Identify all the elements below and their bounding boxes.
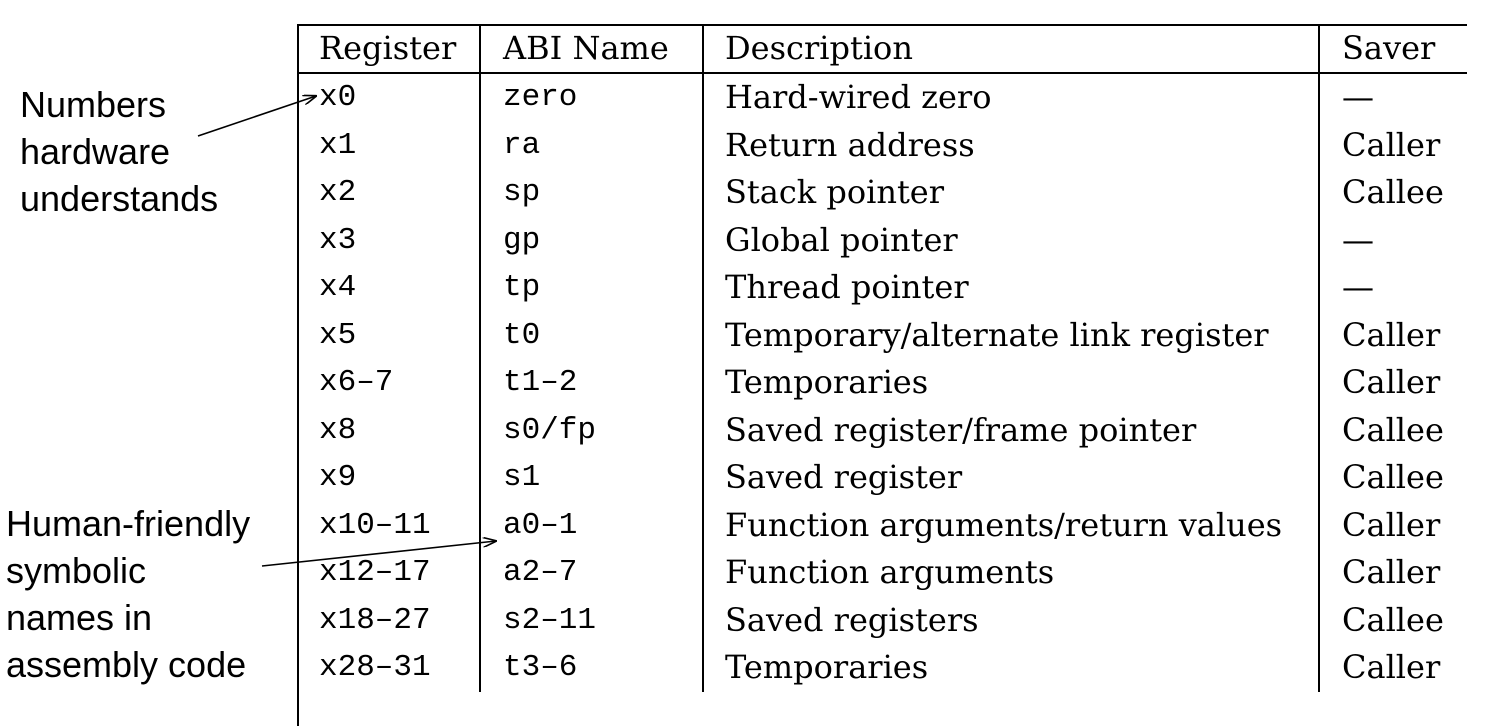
- cell-abi-name: a0–1: [479, 501, 703, 549]
- register-table: Register ABI Name Description Saver x0 ze…: [297, 24, 1467, 692]
- cell-description: Saved register/frame pointer: [702, 406, 1319, 454]
- table-row: x1 ra Return address Caller: [297, 121, 1467, 169]
- table-row: x10–11 a0–1 Function arguments/return valu…: [297, 501, 1467, 549]
- table-row: x28–31 t3–6 Temporaries Caller: [297, 644, 1467, 692]
- annotation-line: Numbers: [20, 84, 167, 125]
- annotation-line: hardware: [20, 131, 171, 172]
- table-row: x2 sp Stack pointer Callee: [297, 169, 1467, 217]
- table-row: x6–7 t1–2 Temporaries Caller: [297, 359, 1467, 407]
- annotation-line: names in: [6, 597, 153, 638]
- cell-register: x28–31: [319, 650, 431, 685]
- cell-description: Thread pointer: [702, 264, 1319, 312]
- cell-register: x6–7: [319, 365, 394, 400]
- table-row: x9 s1 Saved register Callee: [297, 454, 1467, 502]
- cell-description: Temporaries: [702, 359, 1319, 407]
- annotation-line: symbolic: [6, 550, 147, 591]
- cell-saver: Caller: [1318, 359, 1467, 407]
- cell-description: Saved register: [702, 454, 1319, 502]
- cell-description: Hard-wired zero: [702, 73, 1319, 122]
- table-header-row: Register ABI Name Description Saver: [297, 24, 1467, 74]
- header-description: Description: [702, 24, 1319, 74]
- cell-abi-name: t3–6: [479, 644, 703, 692]
- cell-abi-name: ra: [479, 121, 703, 169]
- table-row: x8 s0/fp Saved register/frame pointer Calle…: [297, 406, 1467, 454]
- annotation-line: Human-friendly: [6, 503, 251, 544]
- cell-description: Temporary/alternate link register: [702, 311, 1319, 359]
- table-row: x12–17 a2–7 Function arguments Caller: [297, 549, 1467, 597]
- cell-saver: Caller: [1318, 311, 1467, 359]
- header-register: Register: [297, 24, 480, 74]
- cell-register: x18–27: [319, 602, 431, 638]
- cell-register: x0: [319, 80, 357, 115]
- cell-description: Stack pointer: [702, 169, 1319, 217]
- table-row: x3 gp Global pointer —: [297, 216, 1467, 264]
- register-table-container: Register ABI Name Description Saver x0 ze…: [297, 24, 1467, 726]
- cell-abi-name: tp: [479, 264, 703, 312]
- annotation-line: assembly code: [6, 644, 247, 685]
- cell-description: Saved registers: [702, 596, 1319, 644]
- cell-register: x4: [319, 270, 357, 305]
- cell-saver: —: [1318, 216, 1467, 264]
- cell-abi-name: t0: [479, 311, 703, 359]
- cell-abi-name: gp: [479, 216, 703, 264]
- cell-saver: Caller: [1318, 501, 1467, 549]
- cell-abi-name: a2–7: [479, 549, 703, 597]
- cell-saver: Caller: [1318, 644, 1467, 692]
- cell-register: x5: [319, 317, 357, 353]
- cell-description: Return address: [702, 121, 1319, 169]
- cell-register: x8: [319, 412, 357, 448]
- annotation-symbolic-names: Human-friendly symbolic names in assembl…: [6, 500, 291, 688]
- cell-saver: —: [1318, 264, 1467, 312]
- header-abi-name: ABI Name: [479, 24, 703, 74]
- table-row: x5 t0 Temporary/alternate link register Cal…: [297, 311, 1467, 359]
- cell-description: Function arguments/return values: [702, 501, 1319, 549]
- annotation-line: understands: [20, 178, 219, 219]
- table-row: x4 tp Thread pointer —: [297, 264, 1467, 312]
- cell-description: Function arguments: [702, 549, 1319, 597]
- cell-description: Global pointer: [702, 216, 1319, 264]
- cell-saver: Caller: [1318, 549, 1467, 597]
- table-row: x0 zero Hard-wired zero —: [297, 73, 1467, 122]
- cell-register: x9: [319, 460, 357, 495]
- cell-abi-name: sp: [479, 169, 703, 217]
- cell-register: x1: [319, 127, 357, 163]
- cell-abi-name: s2–11: [479, 596, 703, 644]
- cell-saver: Caller: [1318, 121, 1467, 169]
- cell-abi-name: s0/fp: [479, 406, 703, 454]
- cell-register: x2: [319, 175, 357, 210]
- cell-register: x12–17: [319, 555, 431, 590]
- cell-abi-name: s1: [479, 454, 703, 502]
- cell-register: x10–11: [319, 507, 431, 543]
- cell-register: x3: [319, 222, 357, 258]
- cell-saver: —: [1318, 73, 1467, 122]
- annotation-hardware-numbers: Numbers hardware understands: [20, 81, 280, 222]
- table-row: x18–27 s2–11 Saved registers Callee: [297, 596, 1467, 644]
- cell-abi-name: t1–2: [479, 359, 703, 407]
- cell-saver: Callee: [1318, 454, 1467, 502]
- cell-saver: Callee: [1318, 169, 1467, 217]
- cell-description: Temporaries: [702, 644, 1319, 692]
- header-saver: Saver: [1318, 24, 1467, 74]
- cell-abi-name: zero: [479, 73, 703, 122]
- cell-saver: Callee: [1318, 596, 1467, 644]
- cell-saver: Callee: [1318, 406, 1467, 454]
